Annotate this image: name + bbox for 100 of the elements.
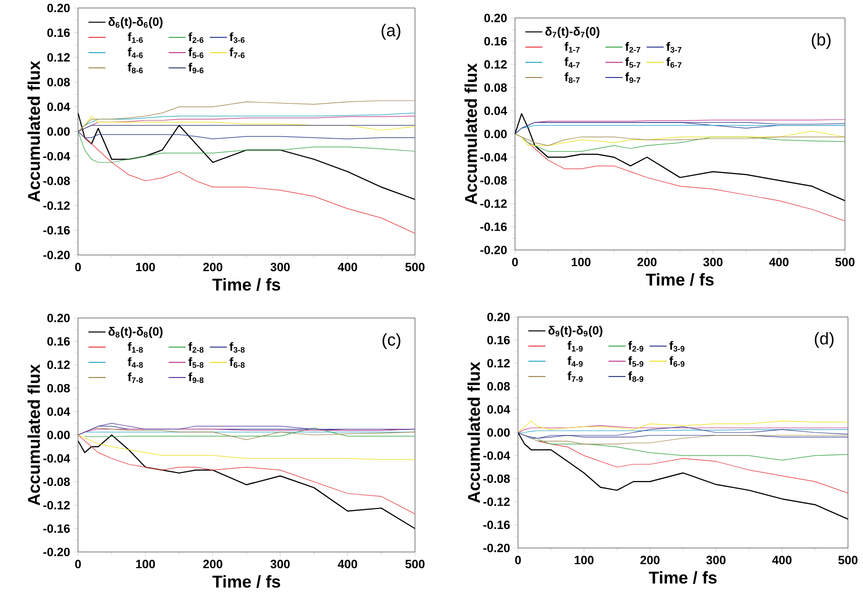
annotation: (a)	[382, 24, 400, 40]
legend-label: f$_{3-6}$	[230, 32, 245, 43]
x-tick-label: 100	[574, 556, 594, 564]
y-tick-label: 0.12	[484, 60, 507, 69]
x-axis-title: Time / fs	[646, 273, 714, 286]
x-tick-label: 400	[772, 556, 792, 564]
legend-label: f$_{4-6}$	[128, 48, 143, 58]
y-axis-title: Accumulated flux	[28, 60, 40, 202]
y-tick-label: 0.00	[484, 130, 507, 138]
x-tick-label: 0	[75, 560, 81, 568]
y-tick-label: 0.04	[484, 106, 508, 116]
y-tick-label: 0.16	[47, 337, 70, 346]
y-tick-label: 0.00	[487, 428, 510, 437]
y-tick-label: 0.04	[47, 407, 70, 416]
y-tick-label: 0.08	[47, 78, 70, 86]
annotation: (b)	[812, 33, 831, 49]
x-tick-label: 200	[637, 258, 657, 266]
x-tick-label: 100	[572, 258, 591, 266]
y-tick-label: -0.16	[43, 524, 70, 533]
y-tick-label: 0.16	[487, 336, 510, 344]
y-tick-label: -0.04	[480, 152, 508, 162]
y-tick-label: -0.08	[483, 474, 510, 483]
x-tick-label: 400	[338, 262, 358, 272]
legend-label: f$_{7-9}$	[568, 371, 583, 382]
legend-label: δ$_{9}$(t)-δ$_{9}$(0)	[548, 326, 602, 337]
y-tick-label: 0.08	[487, 382, 510, 391]
x-tick-label: 500	[838, 556, 858, 564]
legend-label: f$_{5-8}$	[188, 357, 204, 368]
y-tick-label: -0.08	[480, 176, 507, 185]
legend-label: f$_{7-8}$	[128, 372, 143, 384]
x-tick-label: 0	[515, 556, 521, 564]
legend-label: f$_{2-7}$	[625, 42, 640, 53]
x-tick-label: 100	[136, 262, 155, 272]
y-tick-label: -0.04	[483, 451, 510, 460]
legend-label: f$_{5-6}$	[188, 48, 204, 58]
y-tick-label: -0.20	[43, 548, 70, 556]
y-tick-label: 0.20	[484, 14, 507, 22]
y-tick-label: -0.12	[43, 201, 70, 210]
y-tick-label: -0.20	[43, 250, 70, 260]
legend-label: f$_{8-9}$	[628, 371, 644, 382]
y-tick-label: 0.12	[47, 360, 70, 370]
y-tick-label: 0.04	[487, 405, 510, 414]
x-tick-label: 0	[512, 258, 518, 266]
legend-label: f$_{8-6}$	[128, 62, 143, 74]
legend-label: f$_{1-7}$	[564, 42, 580, 53]
y-tick-label: 0.04	[47, 102, 70, 112]
x-axis-title: Time / fs	[648, 571, 717, 584]
y-tick-label: 0.16	[484, 36, 507, 46]
x-tick-label: 400	[769, 258, 789, 266]
legend-label: f$_{3-9}$	[669, 341, 684, 352]
y-tick-label: -0.04	[43, 454, 70, 463]
y-tick-label: 0.00	[47, 430, 70, 440]
legend-label: f$_{6-7}$	[666, 57, 682, 68]
y-tick-label: 0.12	[487, 358, 510, 368]
y-tick-label: -0.08	[43, 176, 70, 186]
y-tick-label: -0.12	[483, 498, 510, 506]
legend-label: f$_{3-7}$	[666, 42, 682, 53]
x-tick-label: 0	[75, 262, 81, 272]
y-tick-label: -0.04	[43, 152, 70, 160]
annotation: (c)	[382, 333, 400, 350]
annotation: (d)	[814, 332, 834, 348]
x-tick-label: 200	[640, 556, 660, 564]
y-tick-label: 0.16	[47, 28, 70, 37]
y-tick-label: 0.12	[47, 53, 70, 62]
x-tick-label: 500	[405, 262, 425, 272]
y-axis-title: Accumulated flux	[464, 63, 477, 204]
legend-label: f$_{2-9}$	[628, 341, 644, 352]
legend-label: f$_{9-7}$	[625, 72, 640, 83]
legend-label: f$_{6-8}$	[230, 357, 245, 368]
y-tick-label: -0.12	[480, 199, 507, 208]
x-tick-label: 300	[270, 560, 290, 568]
legend-label: δ$_{8}$(t)-δ$_{8}$(0)	[108, 326, 163, 338]
y-tick-label: 0.00	[47, 127, 70, 136]
legend-label: δ$_{6}$(t)-δ$_{6}$(0)	[108, 17, 163, 28]
legend-label: f$_{9-8}$	[188, 372, 204, 384]
legend-label: f$_{8-7}$	[564, 72, 580, 83]
legend-label: f$_{2-8}$	[188, 342, 204, 353]
y-tick-label: 0.08	[484, 83, 507, 92]
y-tick-label: -0.16	[483, 520, 510, 530]
x-tick-label: 400	[338, 560, 358, 568]
legend-label: f$_{3-8}$	[230, 342, 245, 353]
legend-label: f$_{5-7}$	[625, 57, 640, 68]
legend-label: f$_{1-8}$	[128, 342, 143, 353]
y-tick-label: 0.20	[47, 4, 70, 12]
x-tick-label: 500	[405, 560, 425, 568]
x-tick-label: 300	[270, 262, 290, 272]
y-tick-label: -0.20	[480, 246, 507, 254]
y-tick-label: -0.20	[483, 544, 510, 552]
y-tick-label: 0.20	[487, 312, 510, 322]
x-tick-label: 300	[706, 556, 726, 564]
y-tick-label: 0.08	[47, 384, 70, 392]
x-tick-label: 200	[203, 560, 222, 568]
x-tick-label: 100	[136, 560, 155, 568]
legend-label: f$_{5-9}$	[628, 356, 644, 367]
x-axis-title: Time / fs	[212, 575, 280, 588]
legend-label: f$_{1-9}$	[568, 341, 583, 352]
legend-label: f$_{6-9}$	[669, 356, 684, 367]
y-tick-label: -0.08	[43, 478, 70, 486]
legend-label: f$_{4-9}$	[568, 356, 583, 367]
y-tick-label: 0.20	[47, 314, 70, 322]
